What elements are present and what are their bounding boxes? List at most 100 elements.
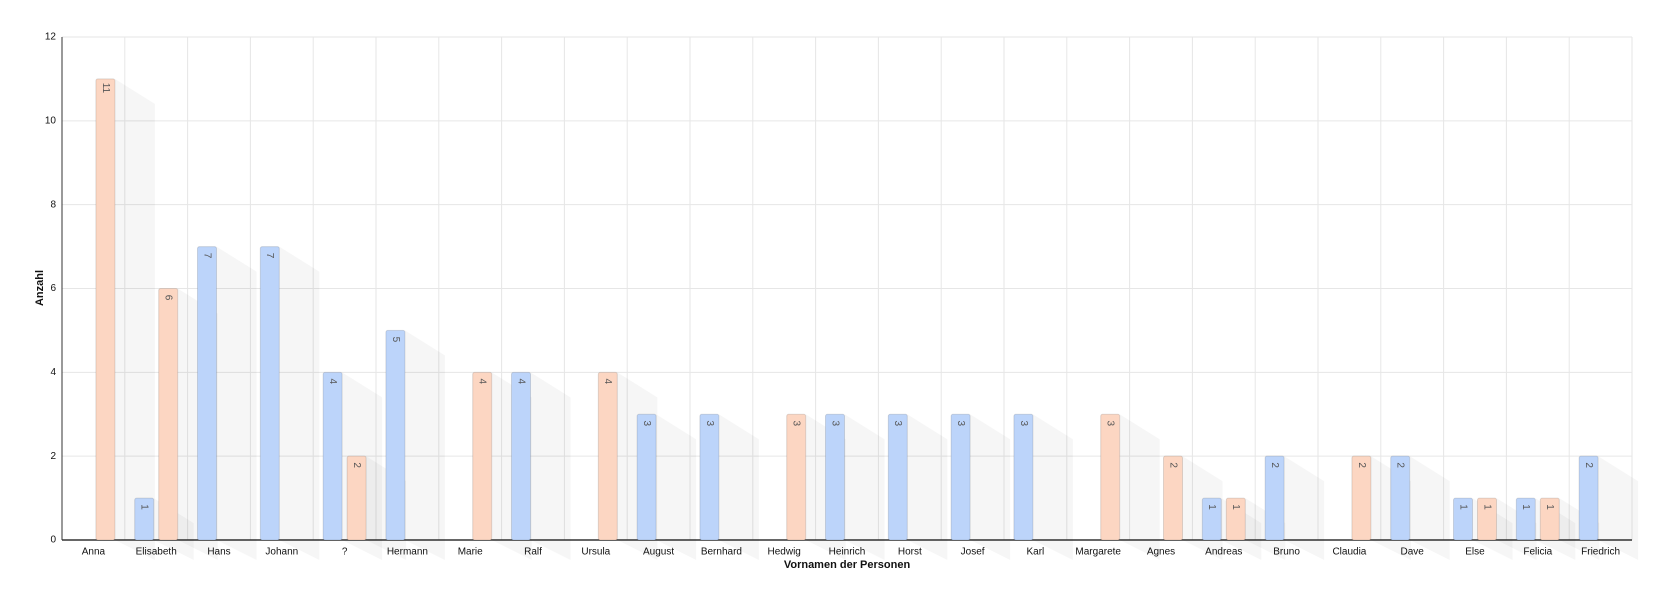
data-label: 2 (1583, 462, 1594, 468)
bar (699, 413, 720, 541)
bar-shadow (531, 372, 571, 560)
x-tick-label: Johann (265, 547, 298, 558)
data-label: 1 (139, 504, 150, 510)
bar (597, 371, 618, 541)
data-label: 1 (1481, 504, 1492, 510)
y-tick-label: 12 (45, 32, 57, 43)
data-label: 2 (351, 462, 362, 468)
x-tick-label: Agnes (1147, 547, 1175, 558)
x-tick-label: August (643, 547, 674, 558)
bar-shadow (845, 414, 885, 560)
data-label: 3 (955, 420, 966, 426)
y-tick-label: 0 (50, 535, 56, 546)
data-label: 2 (1356, 462, 1367, 468)
data-label: 2 (1167, 462, 1178, 468)
x-tick-label: Hedwig (768, 547, 801, 558)
bar (825, 413, 845, 541)
bar (197, 246, 217, 541)
bar (1013, 413, 1034, 541)
x-tick-label: Anna (82, 547, 106, 558)
y-tick-label: 6 (50, 283, 56, 294)
x-tick-label: Josef (961, 547, 985, 558)
bar (887, 413, 908, 541)
bar-shadow (405, 330, 445, 560)
data-label: 5 (390, 337, 401, 343)
bar (1539, 497, 1560, 541)
bar (1225, 497, 1246, 541)
x-tick-label: Hermann (387, 547, 428, 558)
bar-shadow (217, 247, 257, 560)
bar (134, 497, 155, 541)
bar (1163, 455, 1183, 541)
bar (1477, 497, 1497, 541)
x-tick-label: Elisabeth (136, 547, 177, 558)
x-tick-label: Claudia (1332, 547, 1366, 558)
data-label: 6 (163, 295, 174, 301)
bar-shadow (907, 414, 947, 560)
bar (95, 78, 116, 541)
bar (346, 455, 367, 541)
data-label: 4 (602, 379, 613, 385)
x-tick-label: Bernhard (701, 547, 742, 558)
bar-shadow (279, 247, 319, 560)
x-tick-label: Margarete (1075, 547, 1121, 558)
x-tick-label: Karl (1027, 547, 1045, 558)
bar (950, 413, 971, 541)
y-axis-title: Anzahl (34, 270, 46, 306)
data-label: 1 (1457, 504, 1468, 510)
bar-shadow (719, 414, 759, 560)
bar (472, 371, 493, 541)
bar (1100, 413, 1121, 541)
data-label: 1 (1544, 504, 1555, 510)
data-label: 2 (1269, 462, 1280, 468)
data-label: 4 (327, 379, 338, 385)
bar (1201, 497, 1222, 541)
data-label: 3 (1105, 420, 1116, 426)
x-axis-title: Vornamen der Personen (784, 559, 911, 571)
x-tick-label: Dave (1401, 547, 1425, 558)
data-label: 3 (641, 420, 652, 426)
x-tick-label: Marie (458, 547, 483, 558)
data-label: 3 (829, 420, 840, 426)
y-tick-label: 10 (45, 115, 57, 126)
bar-shadow (1033, 414, 1073, 560)
data-label: 1 (1230, 504, 1241, 510)
y-tick-label: 8 (50, 199, 56, 210)
bar (1515, 497, 1536, 541)
bar (1351, 455, 1372, 541)
data-label: 4 (515, 379, 526, 385)
x-tick-label: Heinrich (829, 547, 866, 558)
x-tick-label: Ralf (524, 547, 542, 558)
data-label: 7 (264, 253, 275, 259)
bar (1390, 455, 1411, 541)
data-label: 7 (201, 253, 212, 259)
bar (636, 413, 657, 541)
bar-shadow (1120, 414, 1160, 560)
bar (1578, 455, 1599, 541)
bar (1264, 455, 1285, 541)
x-tick-label: Hans (207, 547, 230, 558)
x-tick-label: Felicia (1523, 547, 1552, 558)
bar (1453, 497, 1473, 541)
bar (385, 329, 406, 541)
x-tick-label: Bruno (1273, 547, 1300, 558)
bar-shadow (656, 414, 696, 560)
data-label: 3 (704, 420, 715, 426)
x-tick-label: Else (1465, 547, 1485, 558)
x-tick-label: Ursula (581, 547, 610, 558)
data-label: 3 (1018, 420, 1029, 426)
y-tick-label: 4 (50, 367, 56, 378)
bar-shadow (115, 79, 155, 560)
data-label: 1 (1206, 504, 1217, 510)
bar (158, 288, 179, 541)
data-label: 1 (1520, 504, 1531, 510)
bar (322, 371, 343, 541)
data-label: 2 (1395, 462, 1406, 468)
bar (259, 246, 280, 541)
y-tick-label: 2 (50, 451, 56, 462)
data-label: 11 (100, 83, 111, 94)
data-label: 3 (791, 420, 802, 426)
bar-shadow (970, 414, 1010, 560)
x-tick-label: Horst (898, 547, 922, 558)
